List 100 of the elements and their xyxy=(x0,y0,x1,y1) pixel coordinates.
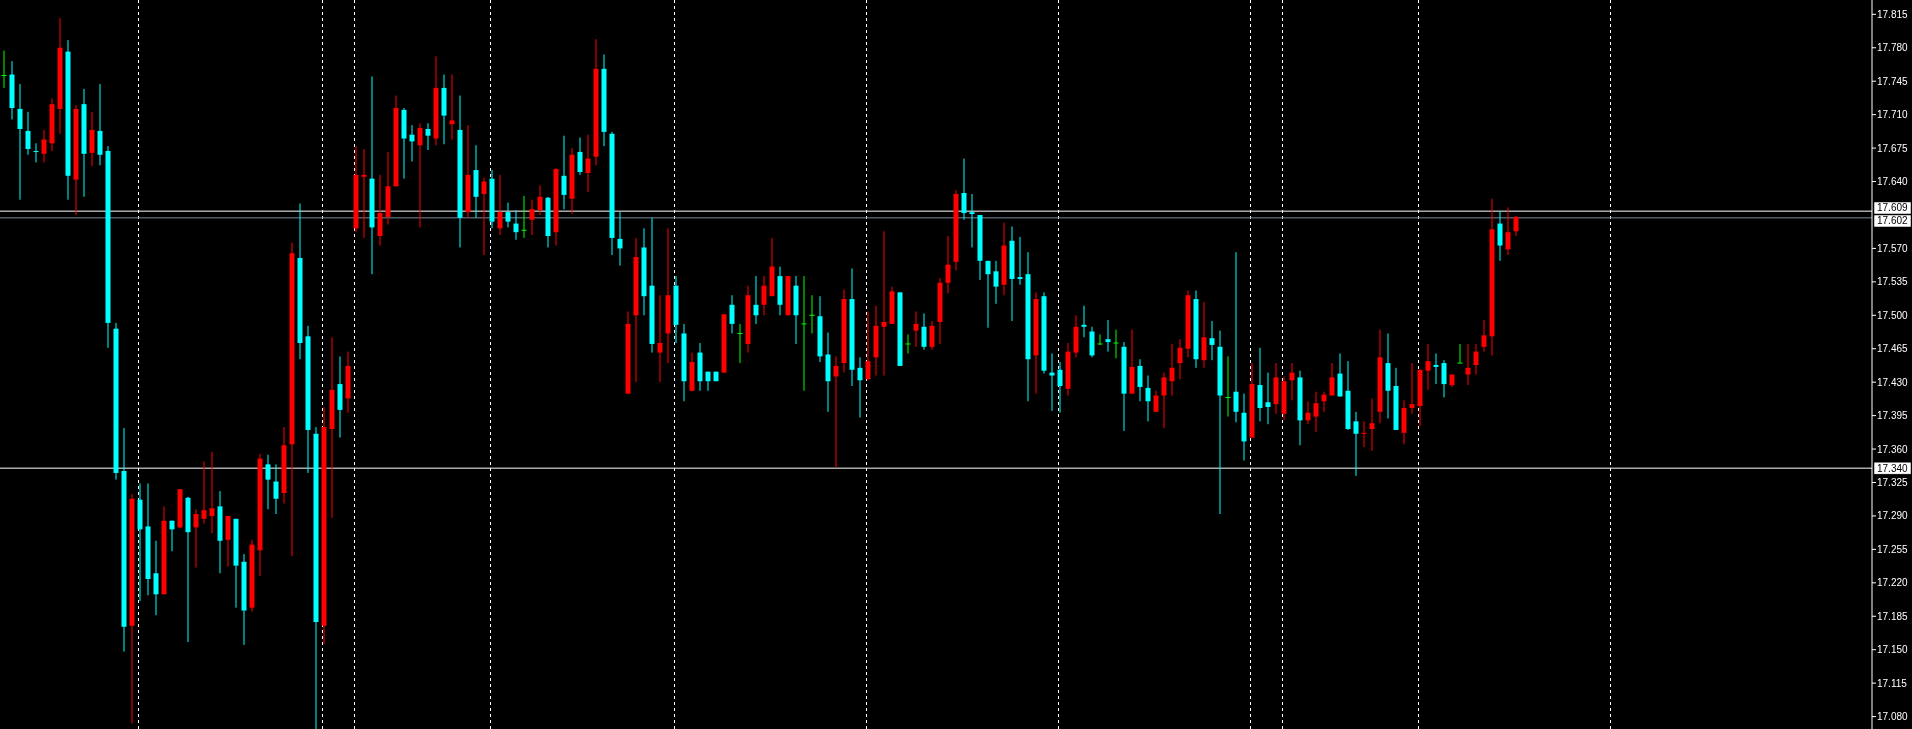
candlestick xyxy=(561,135,567,210)
candlestick xyxy=(361,148,367,239)
candlestick xyxy=(865,310,871,380)
candlestick xyxy=(729,294,735,334)
candlestick xyxy=(1497,210,1503,262)
candlestick xyxy=(737,323,743,364)
candlestick xyxy=(1289,362,1295,401)
y-tick-label: 17.290 xyxy=(1877,510,1909,522)
y-tick-label: 17.675 xyxy=(1877,142,1909,154)
candlestick xyxy=(153,540,159,616)
candlestick xyxy=(1465,343,1471,386)
candlestick xyxy=(961,158,967,221)
candlestick xyxy=(1265,372,1271,425)
y-tick-label: 17.570 xyxy=(1877,242,1909,254)
y-tick-label: 17.360 xyxy=(1877,443,1909,455)
candlestick xyxy=(1353,411,1359,477)
candlestick xyxy=(537,184,543,216)
y-tick-label: 17.465 xyxy=(1877,343,1909,355)
y-tick-label: 17.220 xyxy=(1877,577,1909,589)
candlestick xyxy=(225,515,231,568)
candlestick xyxy=(529,199,535,236)
candlestick xyxy=(753,275,759,325)
candlestick xyxy=(89,111,95,167)
candlestick xyxy=(1329,362,1335,397)
candlestick xyxy=(1017,236,1023,286)
candlestick xyxy=(169,520,175,552)
candlestick xyxy=(993,260,999,305)
candlestick xyxy=(33,142,39,163)
candlestick xyxy=(265,454,271,510)
candlestick xyxy=(657,294,663,383)
candlestick xyxy=(833,355,839,468)
candlestick xyxy=(1257,347,1263,422)
candlestick xyxy=(1369,397,1375,452)
candlestick xyxy=(1105,319,1111,353)
candlestick xyxy=(1321,391,1327,413)
candlestick xyxy=(985,260,991,329)
candlestick xyxy=(1089,326,1095,358)
candlestick xyxy=(929,320,935,351)
candlestick xyxy=(905,333,911,355)
candlestick xyxy=(1113,329,1119,359)
y-tick-label: 17.080 xyxy=(1877,711,1909,723)
candlestick xyxy=(25,111,31,156)
y-tick-label: 17.395 xyxy=(1877,410,1909,422)
candlestick xyxy=(1,50,7,89)
candlestick xyxy=(17,83,23,201)
candlestick xyxy=(1153,390,1159,413)
candlestick xyxy=(497,174,503,236)
candlestick xyxy=(1305,400,1311,425)
candlestick xyxy=(1505,206,1511,256)
candlestick xyxy=(1441,359,1447,398)
ref-line-label: 17.609 xyxy=(1877,202,1909,214)
candlestick xyxy=(417,122,423,228)
candlestick xyxy=(1473,343,1479,376)
y-tick-label: 17.255 xyxy=(1877,543,1909,555)
y-tick-label: 17.780 xyxy=(1877,42,1909,54)
candlestick xyxy=(1457,343,1463,364)
candlestick xyxy=(193,508,199,569)
y-tick-label: 17.815 xyxy=(1877,8,1909,20)
candlestick xyxy=(857,356,863,419)
y-tick-label: 17.535 xyxy=(1877,276,1909,288)
candlestick xyxy=(1209,320,1215,361)
candlestick xyxy=(209,451,215,534)
candlestick xyxy=(1201,301,1207,369)
y-tick-label: 17.640 xyxy=(1877,176,1909,188)
candlestick xyxy=(97,83,103,166)
candlestick xyxy=(585,134,591,193)
candlestick xyxy=(1433,353,1439,385)
candlestick xyxy=(1225,355,1231,418)
y-tick-label: 17.710 xyxy=(1877,109,1909,121)
candlestick xyxy=(273,463,279,515)
y-tick-label: 17.745 xyxy=(1877,75,1909,87)
candlestick xyxy=(481,177,487,256)
candlestick xyxy=(449,74,455,140)
candlestick xyxy=(513,209,519,241)
candlestick xyxy=(1513,215,1519,237)
candlestick xyxy=(409,124,415,162)
candlestick xyxy=(881,230,887,376)
candlestick xyxy=(761,275,767,316)
candlestick xyxy=(41,129,47,163)
candlestick xyxy=(1481,319,1487,353)
candlestick xyxy=(1097,333,1103,346)
candlestick xyxy=(1081,305,1087,338)
candlestick xyxy=(617,211,623,267)
y-tick-label: 17.500 xyxy=(1877,309,1909,321)
candlestick xyxy=(809,294,815,334)
candlestick xyxy=(1313,391,1319,433)
candlestick xyxy=(577,137,583,176)
candlestick xyxy=(521,195,527,239)
candlestick xyxy=(921,312,927,351)
y-tick-label: 17.325 xyxy=(1877,477,1909,488)
candlestick xyxy=(377,174,383,247)
candlestick xyxy=(1409,362,1415,415)
candlestick xyxy=(913,310,919,348)
candlestick xyxy=(1145,374,1151,422)
candlestick xyxy=(201,460,207,525)
y-tick-label: 17.150 xyxy=(1877,644,1909,656)
ref-line-label: 17.340 xyxy=(1877,462,1909,474)
candlestick xyxy=(1137,358,1143,402)
candlestick xyxy=(1169,343,1175,397)
candlestick xyxy=(1177,338,1183,380)
